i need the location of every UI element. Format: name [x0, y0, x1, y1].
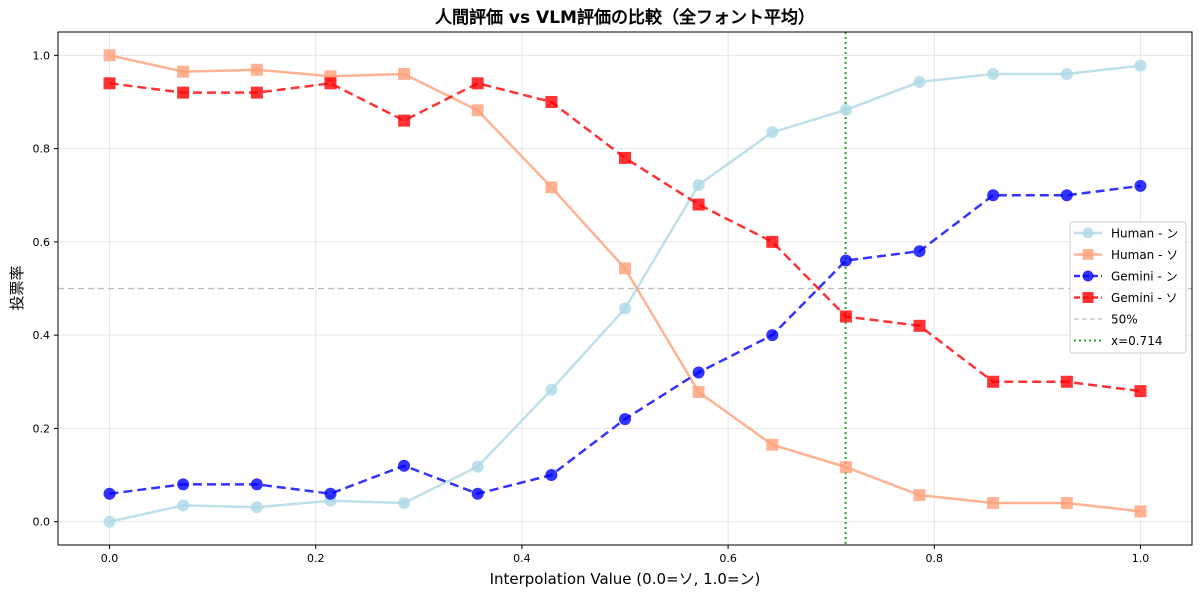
data-point [177, 478, 190, 491]
series-1 [103, 49, 1147, 518]
data-point [619, 151, 631, 164]
data-point [177, 86, 190, 99]
data-point [987, 497, 1000, 510]
data-point [1060, 497, 1073, 510]
data-point [913, 75, 926, 88]
data-point [692, 386, 705, 399]
series-line [109, 184, 1141, 496]
data-point [471, 460, 484, 473]
data-point [1134, 385, 1147, 398]
legend-label: 50% [1111, 313, 1138, 327]
y-axis-label: 投票率 [8, 265, 26, 310]
data-point [987, 189, 1000, 202]
data-point [913, 319, 926, 332]
data-point [545, 469, 558, 482]
data-point [250, 478, 263, 491]
data-point [103, 487, 116, 500]
y-tick-label: 0.0 [33, 516, 51, 529]
data-point [250, 86, 263, 99]
data-point [103, 49, 116, 62]
data-point [177, 65, 190, 78]
data-point [324, 487, 337, 500]
series-group [103, 49, 1147, 528]
data-point [1082, 227, 1094, 239]
data-point [103, 515, 116, 528]
data-point [839, 254, 852, 267]
y-tick-label: 1.0 [33, 49, 51, 62]
data-point [545, 383, 558, 396]
data-point [1060, 67, 1073, 80]
data-point [619, 413, 631, 426]
data-point [766, 438, 779, 451]
data-point [250, 63, 263, 76]
x-tick-label: 0.8 [926, 552, 944, 565]
data-point [619, 302, 631, 315]
x-tick-label: 0.6 [719, 552, 737, 565]
x-axis-label: Interpolation Value (0.0=ソ, 1.0=ン) [490, 570, 761, 588]
data-point [1082, 249, 1094, 260]
series-2 [103, 179, 1147, 500]
data-point [1134, 179, 1147, 192]
data-point [913, 245, 926, 258]
data-point [839, 310, 852, 323]
series-3 [103, 77, 1147, 398]
x-tick-label: 0.2 [307, 552, 325, 565]
data-point [839, 103, 852, 116]
data-point [545, 181, 558, 194]
data-point [1082, 270, 1094, 282]
data-point [839, 461, 852, 474]
y-tick-label: 0.2 [33, 422, 51, 435]
data-point [1134, 59, 1147, 72]
data-point [1082, 292, 1094, 303]
x-tick-label: 0.4 [513, 552, 531, 565]
data-point [471, 104, 484, 117]
y-tick-label: 0.6 [33, 236, 51, 249]
data-point [398, 67, 411, 80]
data-point [1134, 505, 1147, 518]
series-line [109, 54, 1141, 513]
data-point [103, 77, 116, 90]
legend-label: Gemini - ソ [1111, 291, 1178, 305]
y-tick-label: 0.4 [33, 329, 51, 342]
data-point [913, 489, 926, 502]
data-point [692, 178, 705, 191]
data-point [398, 497, 411, 510]
data-point [471, 487, 484, 500]
legend-label: Human - ン [1111, 227, 1178, 241]
data-point [398, 114, 411, 127]
data-point [987, 375, 1000, 388]
x-tick-label: 0.0 [101, 552, 119, 565]
ticks: 0.0 0.2 0.4 0.6 0.8 1.0 0.0 0.2 0.4 0.6 0.8 1.0 [33, 49, 1150, 565]
x-tick-label: 1.0 [1132, 552, 1150, 565]
data-point [324, 77, 337, 90]
y-tick-label: 0.8 [33, 143, 51, 156]
reference-lines [58, 32, 1192, 545]
series-line [109, 64, 1141, 523]
series-0 [103, 59, 1147, 528]
data-point [545, 95, 558, 108]
legend-label: Gemini - ン [1111, 270, 1178, 284]
data-point [471, 77, 484, 90]
data-point [398, 459, 411, 472]
data-point [1060, 375, 1073, 388]
plot-frame [57, 31, 1193, 546]
series-line [109, 81, 1141, 393]
data-point [766, 329, 779, 342]
chart-title: 人間評価 vs VLM評価の比較（全フォント平均） [435, 7, 815, 28]
data-point [177, 499, 190, 512]
data-point [250, 501, 263, 514]
legend: Human - ン Human - ソ Gemini - ン Gemini - ソ 50… [1069, 221, 1187, 354]
data-point [1060, 189, 1073, 202]
data-point [766, 126, 779, 139]
legend-label: Human - ソ [1111, 248, 1178, 262]
legend-label: x=0.714 [1111, 334, 1163, 348]
data-point [619, 262, 631, 275]
data-point [692, 198, 705, 211]
data-point [766, 235, 779, 248]
data-point [987, 67, 1000, 80]
data-point [692, 366, 705, 379]
